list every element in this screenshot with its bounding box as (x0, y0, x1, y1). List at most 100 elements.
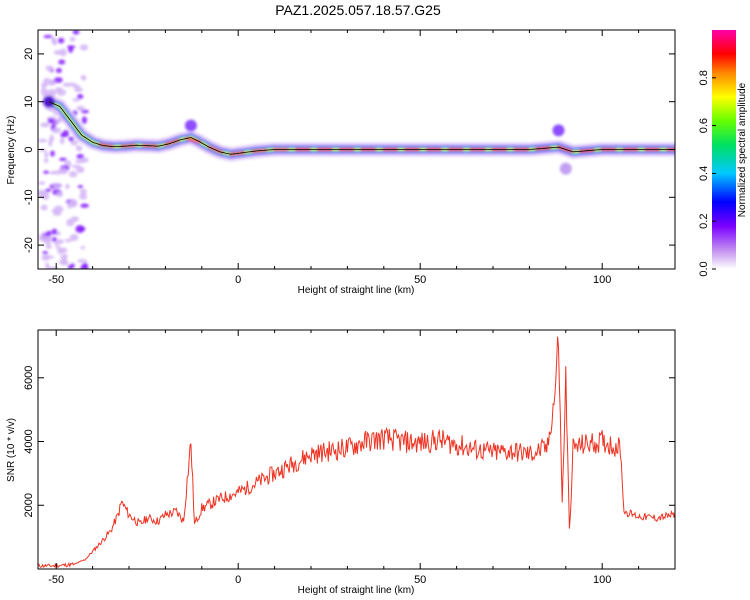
snr-x-tick-label: 0 (235, 574, 241, 586)
spectrogram-x-tick-label: 0 (235, 274, 241, 286)
spectrogram-y-tick-label: -20 (23, 237, 35, 253)
spectrogram-noise-blob (80, 245, 86, 250)
spectrogram-noise-blob (76, 153, 85, 160)
spectrogram-noise-blob (46, 230, 52, 237)
snr-y-tick-label: 2000 (23, 493, 35, 517)
spectrogram-noise-blob (57, 247, 65, 255)
spectrogram-noise-blob (53, 49, 64, 56)
spectrogram-noise-blob (60, 48, 67, 57)
spectrogram-noise-blob (74, 88, 82, 93)
spectrogram-noise-blob (58, 59, 66, 65)
spectrogram-noise-blob (43, 170, 50, 174)
spectrogram-noise-blob (44, 262, 50, 269)
spectrogram-x-label: Height of straight line (km) (298, 285, 415, 296)
snr-background (38, 330, 675, 569)
spectrogram-noise-blob (77, 185, 84, 189)
colorbar-tick-label: 0.6 (698, 118, 710, 133)
spectrogram-feature-blob (184, 119, 197, 132)
spectrogram-noise-blob (40, 82, 47, 89)
spectrogram-noise-blob (67, 264, 73, 269)
spectrogram-feature-blob (552, 124, 565, 137)
snr-frame (37, 329, 676, 570)
spectrogram-noise-blob (81, 75, 87, 81)
spectrogram-noise-blob (42, 251, 49, 255)
snr-x-label: Height of straight line (km) (298, 585, 415, 596)
spectrogram-noise-blob (59, 137, 65, 145)
spectrogram-noise-blob (41, 254, 50, 261)
spectrogram-y-tick-label: 10 (23, 96, 35, 108)
spectrogram-noise-blob (77, 258, 88, 263)
spectrogram-noise-blob (38, 181, 46, 185)
spectrogram-x-tick-label: -50 (48, 274, 64, 286)
spectrogram-noise-blob (58, 167, 68, 175)
spectrogram-noise-blob (52, 127, 62, 134)
spectrogram-noise-blob (66, 45, 76, 49)
spectrogram-y-label: Frequency (Hz) (6, 116, 17, 185)
spectrogram-noise-blob (48, 79, 55, 86)
spectrogram-noise-blob (59, 258, 68, 266)
spectrogram-noise-blob (38, 189, 47, 198)
spectrogram-noise-blob (70, 140, 78, 146)
spectrogram-noise-blob (38, 138, 48, 143)
spectrogram-noise-blob (69, 199, 77, 208)
spectrogram-noise-blob (68, 136, 74, 142)
spectrogram-noise-blob (78, 159, 86, 164)
spectrogram-y-tick-label: -10 (23, 189, 35, 205)
spectrogram-noise-blob (54, 77, 63, 83)
spectrogram-noise-blob (55, 68, 62, 74)
spectrogram-noise-blob (71, 164, 81, 169)
spectrogram-noise-blob (43, 158, 49, 164)
snr-y-label: SNR (10 * v/v) (6, 418, 17, 482)
spectrogram-feature-blob (559, 162, 572, 175)
spectrogram-noise-blob (55, 245, 61, 249)
spectrogram-noise-blob (45, 65, 54, 72)
colorbar-tick-label: 0.4 (698, 166, 710, 181)
spectrogram-noise-blob (64, 238, 72, 243)
spectrogram-noise-blob (68, 82, 77, 87)
spectrogram-noise-blob (80, 203, 89, 208)
spectrogram-noise-blob (40, 122, 50, 128)
snr-y-tick-label: 6000 (23, 366, 35, 390)
spectrogram-noise-blob (50, 118, 55, 123)
spectrogram-noise-blob (44, 151, 49, 159)
spectrogram-noise-blob (79, 188, 87, 194)
spectrogram-noise-blob (79, 44, 89, 51)
spectrogram-peak-segment (185, 136, 202, 144)
spectrogram-noise-blob (66, 218, 75, 227)
spectrogram-noise-blob (68, 170, 78, 178)
spectrogram-noise-blob (78, 226, 86, 232)
spectrogram-noise-blob (48, 138, 53, 147)
spectrogram-noise-blob (62, 129, 70, 138)
spectrogram-y-tick-label: 20 (23, 48, 35, 60)
spectrogram-noise-blob (59, 157, 67, 162)
snr-x-tick-label: 50 (414, 574, 426, 586)
spectrogram-noise-blob (40, 204, 48, 211)
spectrogram-noise-blob (43, 236, 52, 244)
spectrogram-noise-blob (79, 193, 88, 200)
spectrogram-noise-blob (51, 228, 58, 235)
spectrogram-noise-blob (52, 183, 62, 190)
spectrogram-noise-blob (76, 105, 85, 112)
spectrogram-noise-blob (81, 116, 88, 125)
spectrogram-noise-blob (80, 263, 89, 269)
colorbar-gradient (712, 30, 736, 269)
page-title: PAZ1.2025.057.18.57.G25 (275, 2, 441, 18)
spectrogram-noise-blob (75, 145, 83, 152)
colorbar-tick-label: 0.2 (698, 214, 710, 229)
spectrogram-noise-blob (53, 205, 64, 214)
spectrogram-panel: -50 0 50 100 -20 -10 0 10 20 Height of straight … (6, 29, 676, 296)
spectrogram-y-tick-label: 0 (23, 146, 35, 152)
snr-panel: -50 0 50 100 2000 4000 6000 Height of straight… (6, 329, 676, 596)
spectrogram-noise-blob (69, 233, 79, 242)
spectrogram-noise-blob (72, 30, 80, 35)
spectrogram-x-tick-label: 100 (593, 274, 611, 286)
spectrogram-noise-blob (44, 235, 53, 239)
colorbar-tick-label: 0.8 (698, 70, 710, 85)
colorbar: 0.0 0.2 0.4 0.6 0.8 Normalized spectral ampl… (698, 30, 748, 277)
spectrogram-noise-blob (72, 98, 80, 102)
spectrogram-noise-blob (51, 236, 57, 242)
snr-y-tick-label: 4000 (23, 429, 35, 453)
spectrogram-noise-blob (43, 34, 53, 39)
spectrogram-noise-blob (62, 253, 68, 260)
